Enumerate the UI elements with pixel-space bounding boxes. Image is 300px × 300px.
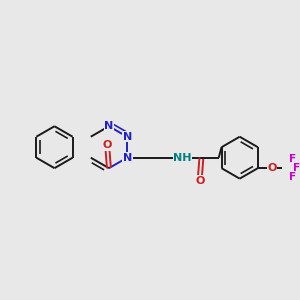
Text: N: N: [123, 153, 132, 163]
Text: N: N: [123, 132, 132, 142]
Text: F: F: [289, 172, 296, 182]
Text: O: O: [102, 140, 112, 150]
Text: N: N: [104, 121, 114, 131]
Text: O: O: [267, 163, 277, 173]
Text: NH: NH: [173, 153, 192, 163]
Text: F: F: [293, 163, 300, 173]
Text: O: O: [195, 176, 204, 186]
Text: F: F: [289, 154, 296, 164]
